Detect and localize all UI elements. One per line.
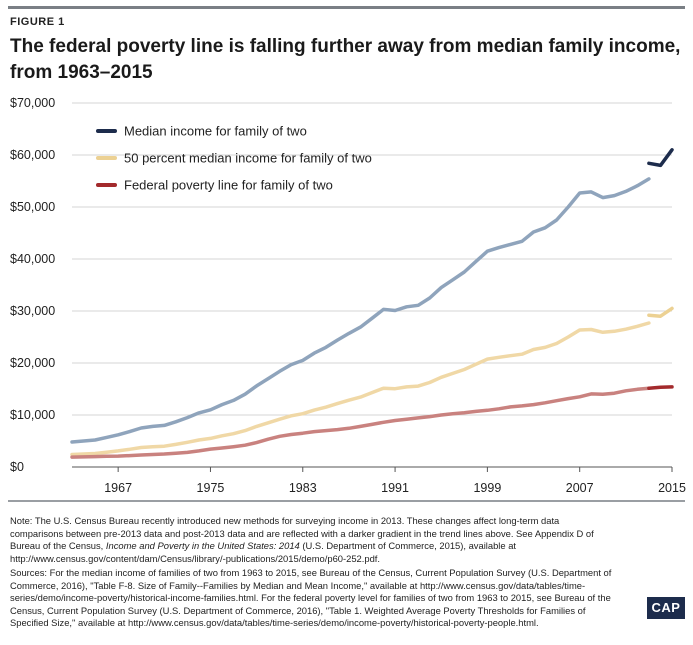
- x-tick-label-1967: 1967: [104, 481, 132, 495]
- y-tick-label-30000: $30,000: [10, 304, 55, 318]
- x-tick-label-1999: 1999: [473, 481, 501, 495]
- y-tick-label-70000: $70,000: [10, 96, 55, 110]
- series-line-post2013-1: [647, 306, 674, 318]
- x-tick-label-1991: 1991: [381, 481, 409, 495]
- line-chart: $0 $10,000 $20,000 $30,000 $40,000 $50,000 $60…: [10, 96, 686, 495]
- top-rule: [8, 6, 685, 9]
- legend-label-2: Federal poverty line for family of two: [124, 178, 333, 193]
- chart-note: Note: The U.S. Census Bureau recently in…: [10, 515, 610, 565]
- series-line-post2013-0: [647, 148, 674, 168]
- note-text-1: Note: The U.S. Census Bureau recently in…: [10, 515, 594, 552]
- legend-label-1: 50 percent median income for family of t…: [124, 151, 372, 166]
- series-line-0: [70, 177, 651, 444]
- y-tick-label-50000: $50,000: [10, 200, 55, 214]
- series-line-2: [70, 386, 651, 459]
- x-tick-label-1983: 1983: [289, 481, 317, 495]
- legend: Median income for family of two 50 percen…: [96, 124, 372, 193]
- series-line-1: [70, 321, 651, 457]
- y-tick-label-10000: $10,000: [10, 408, 55, 422]
- series-lines: [70, 148, 674, 459]
- x-axis: 1967 1975 1983 1991 1999 2007 2015: [104, 467, 686, 495]
- note-italic-title: Income and Poverty in the United States:…: [105, 540, 300, 552]
- bottom-rule: [8, 500, 685, 502]
- note-text-2: (U.S. Department of Commerce, 2015), ava…: [10, 540, 517, 564]
- x-tick-label-1975: 1975: [197, 481, 225, 495]
- y-tick-label-0: $0: [10, 460, 24, 474]
- cap-logo: CAP: [647, 597, 685, 619]
- x-tick-label-2015: 2015: [658, 481, 686, 495]
- y-tick-label-60000: $60,000: [10, 148, 55, 162]
- series-line-post2013-2: [647, 385, 674, 390]
- chart-sources: Sources: For the median income of famili…: [10, 567, 612, 629]
- chart-title: The federal poverty line is falling furt…: [10, 36, 681, 83]
- legend-label-0: Median income for family of two: [124, 124, 307, 139]
- grid-lines: [72, 102, 672, 468]
- y-tick-label-20000: $20,000: [10, 356, 55, 370]
- y-tick-label-40000: $40,000: [10, 252, 55, 266]
- figure-label: FIGURE 1: [10, 16, 65, 28]
- y-axis: $0 $10,000 $20,000 $30,000 $40,000 $50,000 $60…: [10, 96, 55, 474]
- x-tick-label-2007: 2007: [566, 481, 594, 495]
